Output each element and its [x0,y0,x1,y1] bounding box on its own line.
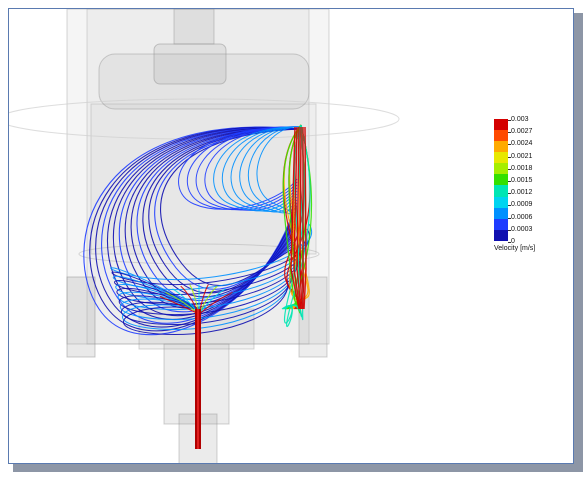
inlet-jet [195,309,201,449]
color-band [494,218,508,230]
streamline [293,126,301,310]
streamline [136,128,300,302]
legend-title: Velocity [m/s] [494,245,536,252]
legend-tick: 0.0006 [507,213,533,221]
color-band [494,185,508,197]
streamline [130,128,300,305]
vessel-geometry [9,9,400,463]
streamline [154,128,300,290]
streamline [116,248,302,310]
streamline [198,288,226,315]
legend-tick: 0.0021 [507,152,533,160]
color-band [494,229,508,241]
color-band [494,174,508,186]
streamline [222,126,302,212]
color-band [494,163,508,175]
streamline [121,273,291,331]
streamline [299,126,303,310]
streamline [186,126,302,211]
legend-tick: 0.0015 [507,177,533,184]
streamline [303,126,307,310]
color-band [494,207,508,219]
visualization-frame: 0.003 0.0027 0.0024 0.0021 0.0018 0.0015 0.001… [8,8,574,464]
color-band [494,196,508,208]
color-band [494,152,508,164]
legend-tick: 0.0009 [507,201,533,209]
streamline [119,263,295,321]
streamline [195,126,302,211]
streamline [115,243,304,310]
legend-tick: 0.0018 [507,164,533,172]
streamline [290,126,300,310]
streamline [117,253,300,311]
legend-tick: 0.0012 [507,189,533,197]
color-band [494,119,508,131]
streamline-visualization [9,9,400,463]
legend-tick: 0.0027 [507,128,533,136]
legend-tick: 0.003 [508,116,529,123]
color-band [494,141,508,153]
streamline [296,126,302,310]
streamline [239,126,302,214]
streamline [118,258,297,316]
legend-tick: 0.0003 [507,225,533,233]
streamline [122,278,289,336]
color-scale-bar [494,119,508,241]
legend-tick: 0 [508,238,515,245]
streamlines [83,124,313,336]
color-band [494,130,508,142]
streamline [198,291,233,315]
streamline [120,268,293,326]
legend-tick: 0.0024 [507,140,533,148]
streamline [112,233,308,310]
